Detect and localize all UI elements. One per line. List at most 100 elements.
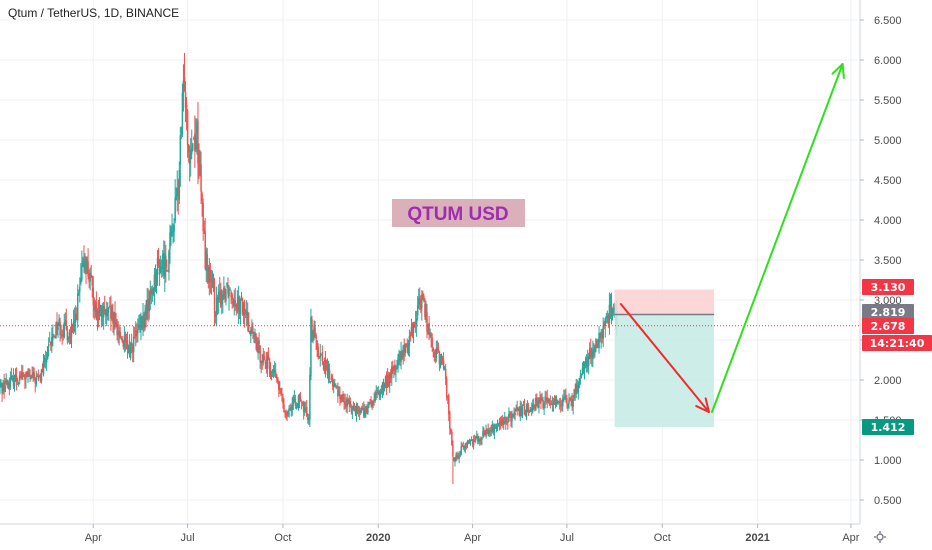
time-axis[interactable]: Apr Jul Oct 2020 Apr Jul Oct 2021 Apr [0, 523, 860, 544]
candle [340, 394, 342, 404]
candle [187, 144, 190, 163]
candle [11, 375, 14, 382]
candle [256, 336, 258, 353]
candle [596, 339, 598, 349]
candle [245, 299, 248, 326]
candle [319, 343, 322, 367]
candle [360, 405, 363, 414]
y-tick-label: 4.500 [874, 175, 902, 187]
candle [293, 389, 296, 403]
candle [28, 368, 30, 378]
candle [280, 388, 282, 396]
candle [88, 269, 90, 289]
candle [282, 393, 284, 409]
candle [141, 315, 143, 331]
candle [172, 223, 174, 244]
candle [83, 245, 85, 273]
candle [471, 438, 474, 448]
candle [263, 350, 266, 361]
candle [498, 417, 501, 431]
candle [388, 372, 391, 393]
price-axis[interactable]: 0.5001.0001.5002.0002.5003.0003.5004.000… [859, 0, 902, 524]
candle [389, 368, 392, 383]
x-tick-label: Oct [274, 532, 291, 544]
candle [234, 287, 237, 312]
candle [400, 341, 402, 370]
candle [529, 406, 532, 413]
candle [519, 400, 522, 422]
candle [590, 338, 592, 365]
candle [323, 357, 326, 374]
candle [144, 304, 146, 331]
candle [273, 361, 276, 377]
candle [127, 344, 130, 354]
candle [30, 374, 32, 380]
candle [129, 341, 132, 361]
candle [567, 403, 569, 411]
candle [14, 368, 17, 383]
candle [526, 400, 529, 413]
candle [271, 369, 274, 378]
x-tick-label: 2021 [745, 532, 769, 544]
candle [548, 398, 551, 407]
reward-zone[interactable] [614, 314, 715, 428]
candle [167, 269, 169, 272]
y-tick-label: 0.500 [874, 495, 902, 507]
candle [138, 314, 140, 330]
candle [304, 401, 307, 414]
candle [285, 409, 287, 420]
candle [353, 402, 356, 412]
candle [538, 397, 540, 414]
candle [196, 118, 198, 155]
candle [380, 385, 383, 395]
candle [90, 264, 92, 279]
risk-zone[interactable] [614, 289, 715, 315]
candle [231, 292, 233, 309]
candle [288, 405, 290, 418]
candle [264, 359, 267, 370]
candle [414, 310, 417, 333]
candle [176, 170, 178, 212]
candle [208, 258, 211, 296]
price-badge-label: 14:21:40 [870, 337, 925, 350]
candle [578, 377, 581, 389]
candle [209, 262, 212, 294]
candle [204, 218, 206, 271]
candle [356, 402, 359, 414]
candle [551, 396, 554, 412]
candle [142, 302, 144, 336]
candle [284, 410, 286, 418]
candle [296, 403, 299, 409]
candle [205, 247, 207, 283]
candle [174, 179, 176, 224]
candle [274, 362, 277, 379]
candle [372, 400, 374, 409]
candle [534, 404, 536, 412]
candle [391, 361, 393, 386]
candle [247, 312, 250, 333]
candle [572, 395, 574, 415]
candle [94, 299, 97, 318]
candle [420, 295, 422, 313]
candle [518, 406, 521, 417]
candle [351, 405, 354, 420]
candle [111, 304, 113, 321]
candle [608, 292, 611, 335]
candle [345, 397, 347, 413]
candle [403, 338, 405, 362]
y-tick-label: 2.000 [874, 375, 902, 387]
candle [456, 451, 458, 461]
candle [378, 389, 381, 400]
candle [485, 424, 487, 439]
candle [50, 341, 52, 352]
candle [91, 275, 93, 298]
short-position-tool[interactable] [614, 289, 715, 428]
candle [237, 285, 240, 325]
candle [339, 386, 341, 406]
settings-icon[interactable] [874, 531, 886, 543]
candle [0, 378, 1, 395]
candle [310, 308, 312, 381]
candle [501, 414, 504, 428]
x-tick-label: Jul [181, 532, 195, 544]
